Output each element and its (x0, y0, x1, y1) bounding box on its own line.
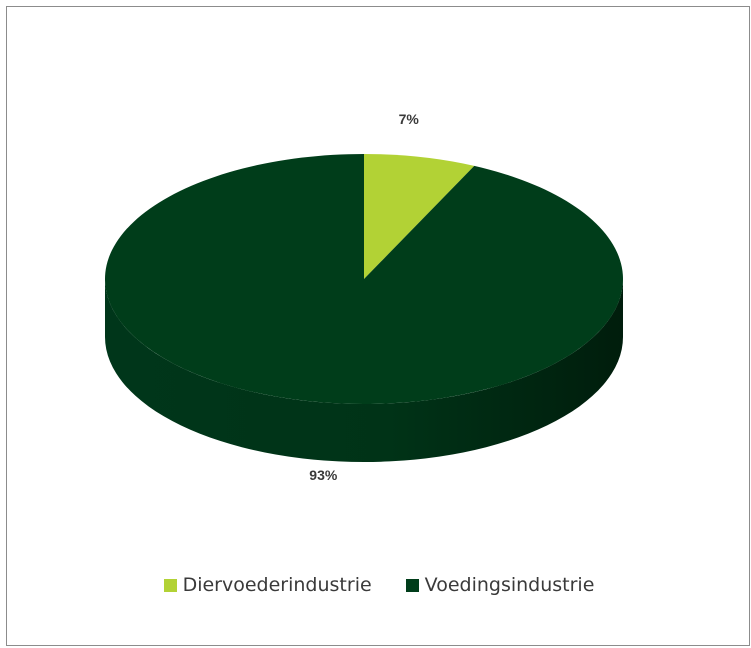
pie-slice-side (105, 279, 623, 462)
pie-slice-diervoederindustrie (364, 154, 475, 279)
data-label: 93% (309, 467, 338, 483)
legend: Diervoederindustrie Voedingsindustrie (7, 574, 751, 596)
pie-slice-voedingsindustrie (104, 154, 623, 405)
legend-label: Diervoederindustrie (182, 574, 372, 596)
legend-item-diervoederindustrie: Diervoederindustrie (163, 574, 372, 596)
pie-chart: 7% 93% (104, 111, 623, 483)
data-label: 7% (399, 111, 420, 127)
legend-item-voedingsindustrie: Voedingsindustrie (405, 574, 595, 596)
legend-label: Voedingsindustrie (424, 574, 595, 596)
legend-swatch (163, 578, 177, 592)
chart-area: 7% 93% Diervoederindustrie Voedingsindust… (6, 6, 750, 646)
legend-swatch (405, 578, 419, 592)
